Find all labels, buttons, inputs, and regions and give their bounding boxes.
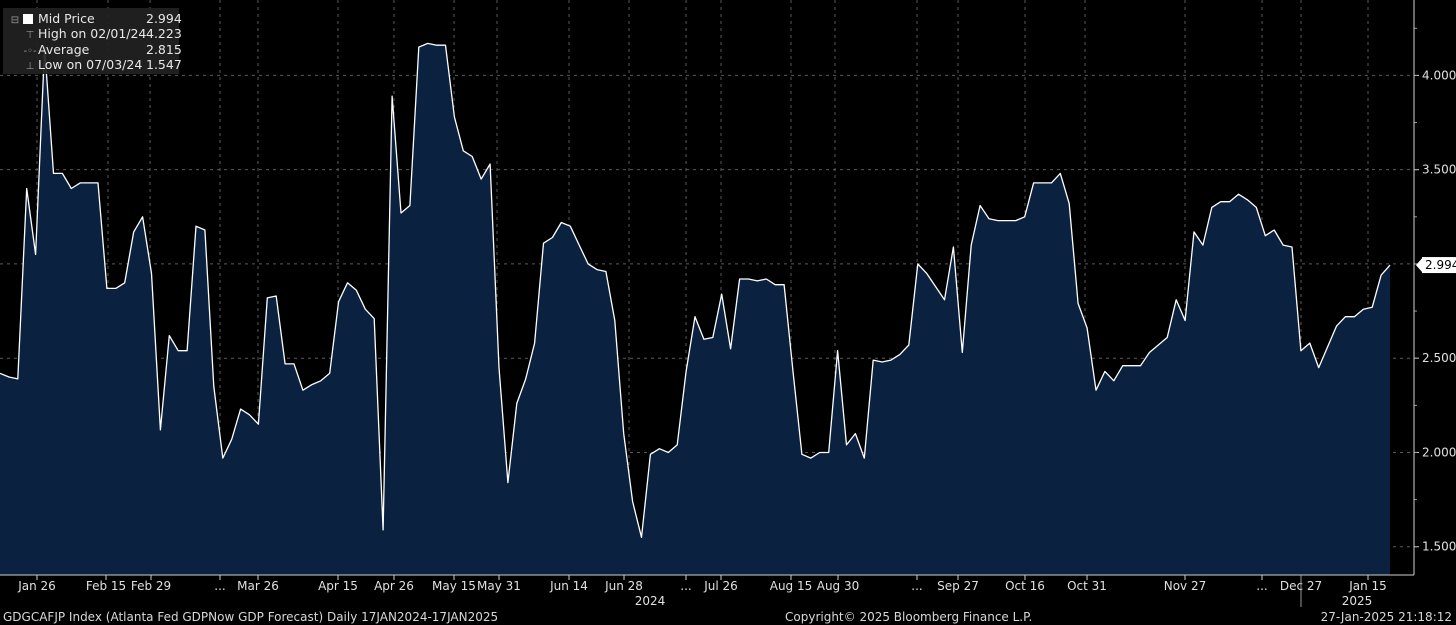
legend-average-value: 2.815 xyxy=(146,42,182,57)
legend-series-label: Mid Price xyxy=(38,11,95,26)
x-tick-label: Jan 26 xyxy=(17,579,56,593)
legend-box: ⊟ Mid Price 2.994 ⊤ High on 02/01/24 4.2… xyxy=(3,8,182,74)
x-tick-label: Sep 27 xyxy=(937,579,979,593)
footer-ticker-info: GDGCAFJP Index (Atlanta Fed GDPNow GDP F… xyxy=(3,610,499,624)
x-tick-label: Feb 29 xyxy=(131,579,171,593)
legend-high-label: High on 02/01/24 xyxy=(38,26,147,41)
x-tick-label: Jan 15 xyxy=(1348,579,1387,593)
x-tick-label: Jun 14 xyxy=(549,579,588,593)
last-value-box xyxy=(1422,257,1456,274)
legend-row-low: ⊥ Low on 07/03/24 1.547 xyxy=(3,57,182,73)
x-tick-label: May 31 xyxy=(477,579,521,593)
footer-copyright: Copyright© 2025 Bloomberg Finance L.P. xyxy=(785,610,1033,624)
series-swatch-icon xyxy=(23,14,33,24)
legend-row-high: ⊤ High on 02/01/24 4.223 xyxy=(3,26,182,42)
y-tick-label: 3.500 xyxy=(1422,163,1456,177)
x-tick-label: Oct 31 xyxy=(1067,579,1107,593)
collapse-icon[interactable]: ⊟ xyxy=(10,15,20,26)
x-tick-label: Jul 26 xyxy=(703,579,738,593)
series-line xyxy=(0,42,1391,538)
x-tick-label: ... xyxy=(680,579,691,593)
legend-row-average: -◦- Average 2.815 xyxy=(3,42,182,58)
legend-average-label: Average xyxy=(38,42,90,57)
x-tick-label: Aug 15 xyxy=(770,579,813,593)
x-tick-label: Apr 15 xyxy=(318,579,358,593)
x-tick-label: Nov 27 xyxy=(1164,579,1207,593)
y-tick-label: 1.500 xyxy=(1422,540,1456,554)
y-tick-label: 2.000 xyxy=(1422,445,1456,459)
x-tick-label: ... xyxy=(1256,579,1267,593)
last-value-pointer-icon xyxy=(1416,257,1423,274)
x-tick-label: ... xyxy=(214,579,225,593)
y-tick-label: 4.000 xyxy=(1422,68,1456,82)
x-tick-label: May 15 xyxy=(432,579,476,593)
low-marker-icon: ⊥ xyxy=(25,61,35,72)
high-marker-icon: ⊤ xyxy=(25,30,35,41)
x-tick-label: Mar 26 xyxy=(237,579,279,593)
plot-area xyxy=(0,42,1391,575)
year-label: 2025 xyxy=(1342,594,1373,608)
last-value-label: 2.994 xyxy=(1425,258,1456,272)
average-marker-icon: -◦- xyxy=(23,46,37,57)
x-tick-label: Feb 15 xyxy=(86,579,126,593)
y-tick-label: 2.500 xyxy=(1422,351,1456,365)
footer-timestamp: 27-Jan-2025 21:18:12 xyxy=(1320,610,1452,624)
legend-row-series: ⊟ Mid Price 2.994 xyxy=(3,11,182,27)
year-label: 2024 xyxy=(635,594,666,608)
legend-series-value: 2.994 xyxy=(146,11,182,26)
x-tick-label: Apr 26 xyxy=(374,579,414,593)
legend-low-label: Low on 07/03/24 xyxy=(38,57,143,72)
x-tick-label: Jun 28 xyxy=(604,579,643,593)
x-tick-label: Aug 30 xyxy=(817,579,860,593)
x-tick-label: Oct 16 xyxy=(1005,579,1045,593)
series-area xyxy=(0,43,1390,575)
x-axis: Jan 26 Feb 15 Feb 29... Mar 26 Apr 15 Apr 26 M… xyxy=(0,574,1414,608)
legend-high-value: 4.223 xyxy=(146,26,182,41)
legend-low-value: 1.547 xyxy=(146,57,182,72)
x-tick-label: ... xyxy=(911,579,922,593)
